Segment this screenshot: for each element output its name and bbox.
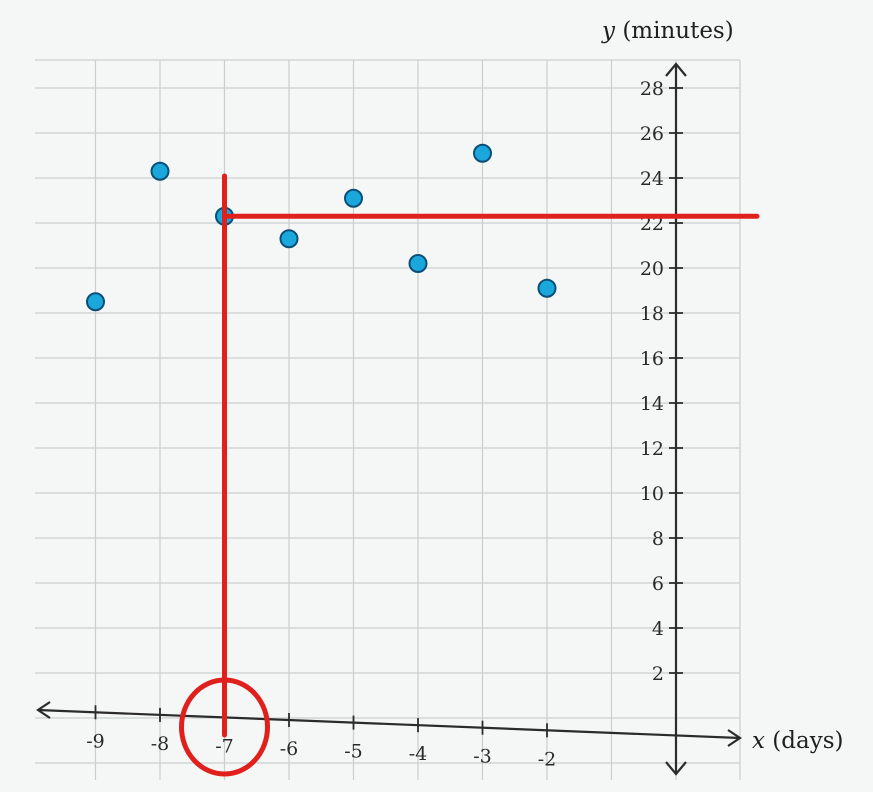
x-axis-ticks: -9 -8 -7 -6 -5 -4 -3 -2: [86, 705, 556, 770]
axes: [36, 62, 742, 776]
y-tick-label: 8: [652, 528, 664, 550]
annotation-circle: [179, 677, 270, 777]
data-point: [279, 229, 299, 249]
x-tick-label: -6: [280, 738, 299, 760]
y-tick-label: 6: [652, 573, 664, 595]
x-tick-label: -5: [344, 741, 363, 763]
y-tick-label: 20: [640, 258, 664, 280]
y-axis-arrow-up: [665, 62, 687, 77]
x-tick-label: -7: [215, 735, 234, 757]
annotations: [179, 173, 760, 777]
data-points: [86, 143, 557, 312]
x-tick-label: -4: [409, 743, 428, 765]
y-axis-arrow-down: [665, 761, 687, 776]
x-axis-line: [37, 708, 741, 740]
data-point: [408, 254, 428, 273]
y-tick-label: 16: [640, 348, 664, 370]
x-tick-label: -9: [86, 730, 105, 752]
y-tick-label: 2: [652, 663, 664, 685]
x-axis-unit: (days): [772, 728, 843, 754]
y-tick-label: 28: [640, 78, 664, 100]
x-axis-label: x (days): [752, 728, 843, 754]
data-point: [150, 161, 170, 181]
y-tick-label: 18: [640, 303, 664, 325]
data-point: [86, 292, 105, 312]
y-tick-label: 24: [640, 168, 664, 190]
y-axis-variable: y: [601, 18, 616, 44]
y-axis-label: y (minutes): [601, 18, 734, 44]
x-axis-arrow-right: [727, 729, 742, 747]
x-axis-variable: x: [752, 728, 765, 754]
y-axis-unit: (minutes): [622, 18, 733, 44]
y-tick-label: 14: [640, 393, 664, 415]
y-tick-label: 4: [652, 618, 664, 640]
y-tick-label: 12: [640, 438, 664, 460]
x-tick-label: -8: [151, 733, 170, 755]
y-tick-label: 10: [640, 483, 664, 505]
data-point: [344, 188, 363, 208]
data-point: [473, 143, 492, 163]
x-tick-label: -3: [473, 746, 492, 768]
x-axis-arrow-left: [36, 701, 51, 719]
data-point: [537, 278, 557, 298]
x-tick-label: -2: [538, 748, 557, 770]
y-tick-label: 26: [640, 123, 664, 145]
